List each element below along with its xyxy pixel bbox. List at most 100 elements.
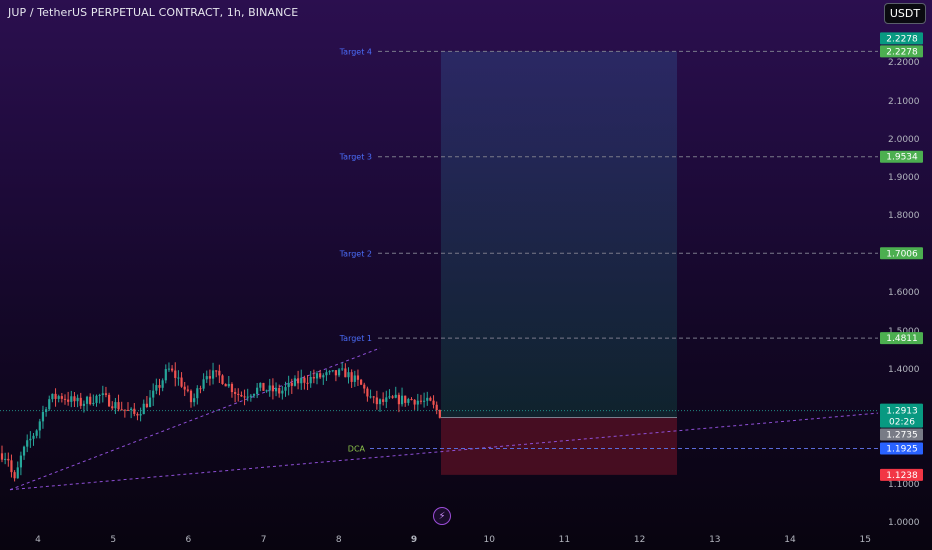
candle-body: [73, 396, 76, 402]
tag-countdown: 02:26: [889, 418, 915, 428]
candle-body: [145, 403, 148, 408]
tag-target4-top: 2.2278: [886, 34, 918, 44]
tag-target3-bg: [880, 150, 923, 163]
candle-body: [372, 396, 375, 398]
candle-body: [221, 375, 224, 385]
symbol-title: JUP / TetherUS PERPETUAL CONTRACT, 1h, B…: [8, 6, 299, 19]
tag-stop: 1.1238: [886, 471, 918, 481]
candle-body: [104, 393, 108, 395]
candle-body: [79, 397, 82, 406]
candle-body: [111, 406, 114, 409]
candle-body: [312, 376, 315, 379]
candle-body: [117, 402, 120, 410]
candle-body: [98, 394, 101, 396]
candle-body: [268, 385, 271, 391]
tag-entry: 1.2735: [886, 430, 918, 440]
trendline-lower[interactable]: [9, 412, 879, 491]
candle-body: [38, 421, 41, 431]
tag-target2: 1.7006: [886, 249, 918, 259]
time-axis-tick: 11: [559, 535, 570, 545]
tag-target1-bg: [880, 332, 923, 345]
candle-body: [177, 377, 180, 379]
candle-body: [435, 404, 438, 411]
candle-body: [142, 403, 145, 415]
candle-body: [328, 371, 331, 373]
candle-body: [432, 400, 435, 405]
candle-body: [4, 458, 7, 460]
candle-body: [51, 393, 54, 400]
candle-body: [416, 400, 419, 405]
price-axis-tick: 1.9000: [888, 173, 920, 183]
candle-body: [259, 382, 262, 388]
candle-body: [331, 370, 334, 372]
candle-body: [215, 370, 218, 372]
candle-body: [265, 390, 268, 392]
tag-target4-bg: [880, 45, 923, 58]
price-axis-tick: 2.1000: [888, 97, 920, 107]
candle-body: [167, 368, 171, 370]
level-label-target-2: Target 2: [339, 249, 372, 258]
candle-body: [334, 370, 337, 376]
candle-body: [41, 411, 45, 422]
level-label-target-4: Target 4: [339, 47, 372, 56]
candle-body: [101, 393, 104, 395]
candle-body: [410, 399, 413, 401]
candle-body: [60, 396, 63, 399]
price-axis-tick: 2.0000: [888, 135, 920, 145]
candle-body: [262, 382, 265, 391]
candle-body: [120, 409, 123, 411]
candle-body: [306, 382, 309, 384]
time-axis-tick: 10: [483, 535, 495, 545]
candle-body: [290, 382, 293, 386]
candle-body: [281, 390, 284, 394]
time-axis-tick: 7: [261, 535, 267, 545]
candle-body: [319, 373, 322, 378]
price-axis-tick: 1.8000: [888, 211, 920, 221]
candle-body: [130, 408, 133, 410]
candle-body: [26, 440, 29, 447]
candle-body: [218, 370, 221, 376]
candle-body: [353, 375, 356, 382]
candle-body: [139, 414, 142, 416]
candle-body: [189, 390, 193, 403]
price-axis-tick: 1.5000: [888, 327, 920, 337]
candle-body: [325, 372, 328, 376]
candle-body: [256, 387, 259, 395]
trendline-upper[interactable]: [9, 347, 381, 491]
candle-body: [54, 393, 57, 399]
lightning-icon[interactable]: ⚡: [433, 507, 451, 525]
candle-body: [126, 409, 130, 411]
candle-body: [426, 397, 429, 401]
candle-body: [356, 375, 360, 380]
tag-current-bg: [880, 403, 923, 428]
price-axis-tick: 1.1000: [888, 480, 920, 490]
candle-body: [13, 472, 16, 479]
candle-body: [350, 372, 353, 382]
candle-body: [85, 396, 89, 404]
profit-zone[interactable]: [441, 51, 677, 418]
time-axis-tick: 9: [411, 535, 417, 545]
candle-body: [369, 396, 372, 398]
candle-body: [429, 397, 432, 401]
candle-body: [193, 398, 196, 403]
candle-body: [158, 385, 161, 388]
tag-dca-bg: [880, 442, 923, 455]
candle-body: [22, 446, 26, 456]
candle-body: [180, 377, 183, 387]
time-axis-tick: 4: [35, 535, 41, 545]
candle-body: [300, 377, 303, 384]
candle-body: [92, 402, 95, 405]
candle-body: [274, 388, 278, 392]
candle-body: [164, 369, 167, 381]
candle-body: [303, 377, 306, 383]
level-label-target-1: Target 1: [339, 334, 372, 343]
currency-button[interactable]: USDT: [884, 3, 926, 24]
candle-body: [70, 396, 73, 402]
candle-body: [230, 383, 234, 393]
candle-body: [19, 455, 22, 468]
candle-body: [29, 438, 32, 441]
tag-target4-top-bg: [880, 32, 923, 45]
candle-body: [171, 368, 174, 371]
loss-zone[interactable]: [441, 417, 677, 475]
